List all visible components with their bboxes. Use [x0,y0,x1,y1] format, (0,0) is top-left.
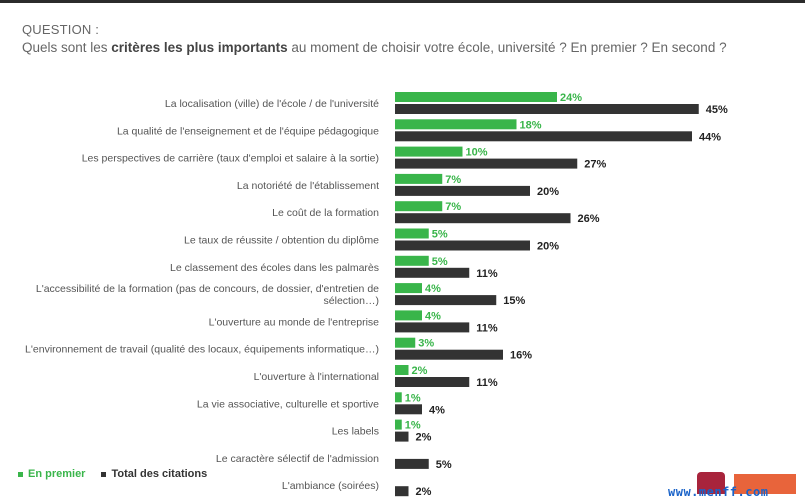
bar-first [395,119,517,130]
bar-total [395,240,530,251]
bar-total [395,486,409,497]
bar-first [395,337,416,348]
bar-first [395,392,402,403]
data-label-first: 7% [445,174,461,186]
bar-total [395,104,699,114]
bar-first [395,365,409,375]
category-label: La notoriété de l'établissement [237,180,379,192]
partner-logo [734,474,796,494]
data-label-first: 5% [432,229,448,241]
bar-total [395,377,470,387]
bar-total [395,458,429,469]
data-label-total: 11% [476,377,498,389]
data-label-first: 3% [418,338,434,350]
bar-first [395,92,557,102]
data-label-total: 11% [476,268,498,280]
data-label-total: 11% [476,322,498,334]
data-label-first: 5% [432,256,448,268]
category-label: L'accessibilité de la formation (pas de … [36,283,379,295]
data-label-total: 2% [416,486,432,498]
category-label: L'environnement de travail (qualité des … [25,344,379,356]
category-label: Les labels [332,426,379,438]
bar-total [395,404,422,415]
category-label: Le coût de la formation [272,207,379,219]
question-text: Quels sont les critères les plus importa… [22,40,727,55]
category-label: L'ambiance (soirées) [282,480,379,492]
question-text-part2: au moment de choisir votre école, univer… [287,40,727,55]
bar-first [395,201,443,212]
legend-label-total: Total des citations [111,468,208,480]
category-label: L'ouverture à l'international [254,371,379,383]
legend: En premier Total des citations [18,468,207,480]
bar-first [395,255,429,266]
top-border [0,0,805,3]
data-label-first: 1% [405,420,421,432]
legend-swatch-first [18,471,23,477]
category-label: La localisation (ville) de l'école / de … [165,98,379,110]
data-label-total: 27% [584,159,606,171]
legend-swatch-total [101,471,107,477]
bar-total [395,131,692,142]
bar-total [395,431,409,442]
category-label: La qualité de l'enseignement et de l'équ… [117,125,379,137]
bar-first [395,310,422,321]
data-label-first: 18% [520,119,542,131]
data-label-total: 26% [578,213,600,225]
bar-total [395,322,470,333]
category-label: Le classement des écoles dans les palmar… [170,262,379,274]
watermark: www.menff.com [668,485,769,499]
category-label: La vie associative, culturelle et sporti… [197,398,379,410]
bar-first [395,173,443,184]
data-label-total: 4% [429,404,445,416]
data-label-total: 16% [510,350,532,362]
data-label-first: 1% [405,392,421,404]
data-label-total: 20% [537,186,559,198]
bar-total [395,267,470,278]
brand-logo [697,472,725,494]
bar-first [395,228,429,239]
question-text-part1: Quels sont les [22,40,112,55]
bar-total [395,158,578,169]
data-label-total: 15% [503,295,525,307]
legend-item-total: Total des citations [101,468,207,480]
data-label-total: 44% [699,131,721,143]
bar-first [395,283,422,294]
data-label-first: 2% [412,365,428,377]
bar-total [395,213,571,224]
data-label-total: 20% [537,241,559,253]
category-label: L'ouverture au monde de l'entreprise [209,316,380,328]
data-label-total: 45% [706,104,728,116]
data-label-total: 5% [436,459,452,471]
category-label: Le caractère sélectif de l'admission [216,453,379,465]
legend-item-first: En premier [18,468,85,480]
data-label-first: 24% [560,92,582,104]
bar-total [395,295,497,306]
bar-first [395,146,463,157]
category-label: Le taux de réussite / obtention du diplô… [184,235,379,247]
bar-total [395,349,503,360]
bar-first [395,419,402,430]
data-label-first: 7% [445,201,461,213]
data-label-first: 10% [466,147,488,159]
category-label: sélection…) [324,295,379,307]
bar-total [395,185,530,196]
category-label: Les perspectives de carrière (taux d'emp… [82,153,379,165]
data-label-total: 2% [416,432,432,444]
question-label: QUESTION : [22,22,100,37]
question-text-bold: critères les plus importants [111,40,288,55]
data-label-first: 4% [425,310,441,322]
legend-label-first: En premier [28,468,86,480]
data-label-first: 4% [425,283,441,295]
